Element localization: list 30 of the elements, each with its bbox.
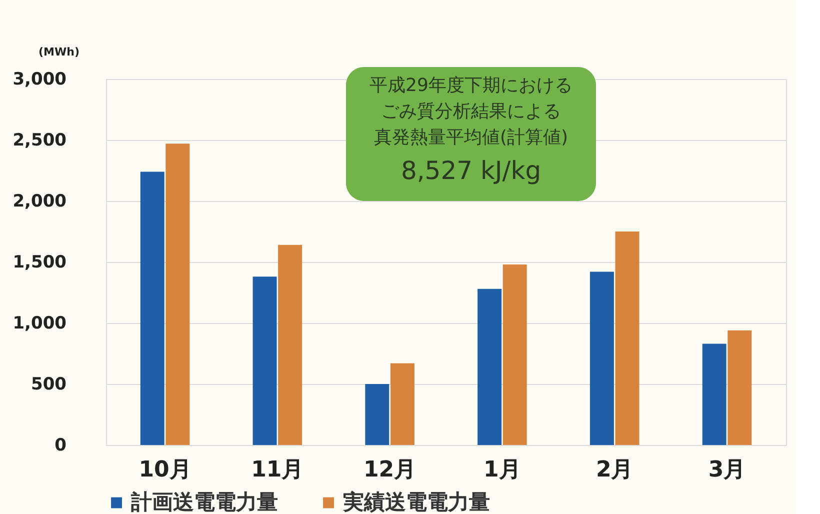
bar — [365, 384, 390, 445]
legend-label: 実績送電電力量 — [342, 490, 490, 514]
bar — [278, 244, 302, 445]
bar — [390, 363, 414, 445]
y-tick-label: 500 — [31, 374, 67, 394]
y-tick-label: 3,000 — [12, 70, 67, 90]
annotation: 8,527 kJ/kg — [400, 156, 542, 185]
x-tick-label: 11月 — [251, 458, 304, 482]
y-tick-label: 1,000 — [12, 314, 67, 334]
x-tick-label: 2月 — [596, 458, 634, 482]
y-tick-label: 2,000 — [12, 192, 67, 212]
annotation: 平成29年度下期におけるごみ質分析結果による真発熱量平均値(計算値) — [370, 75, 572, 148]
x-tick-label: 10月 — [138, 458, 192, 482]
y-tick-label: 0 — [54, 436, 67, 456]
y-tick-label: 1,500 — [12, 252, 67, 272]
bar — [166, 144, 190, 445]
y-axis-title: (MWh) — [38, 46, 80, 58]
x-tick-label: 1月 — [484, 458, 521, 482]
bar — [502, 264, 527, 445]
bar — [252, 276, 277, 445]
x-tick-label: 3月 — [708, 458, 746, 482]
legend-label: 計画送電電力量 — [130, 490, 278, 514]
bar — [702, 344, 726, 445]
bar — [615, 232, 640, 445]
bar — [478, 288, 502, 445]
x-tick-label: 12月 — [363, 458, 416, 482]
bar — [590, 272, 614, 445]
bar — [728, 330, 752, 445]
bar — [140, 172, 164, 445]
y-tick-label: 2,500 — [12, 130, 67, 150]
